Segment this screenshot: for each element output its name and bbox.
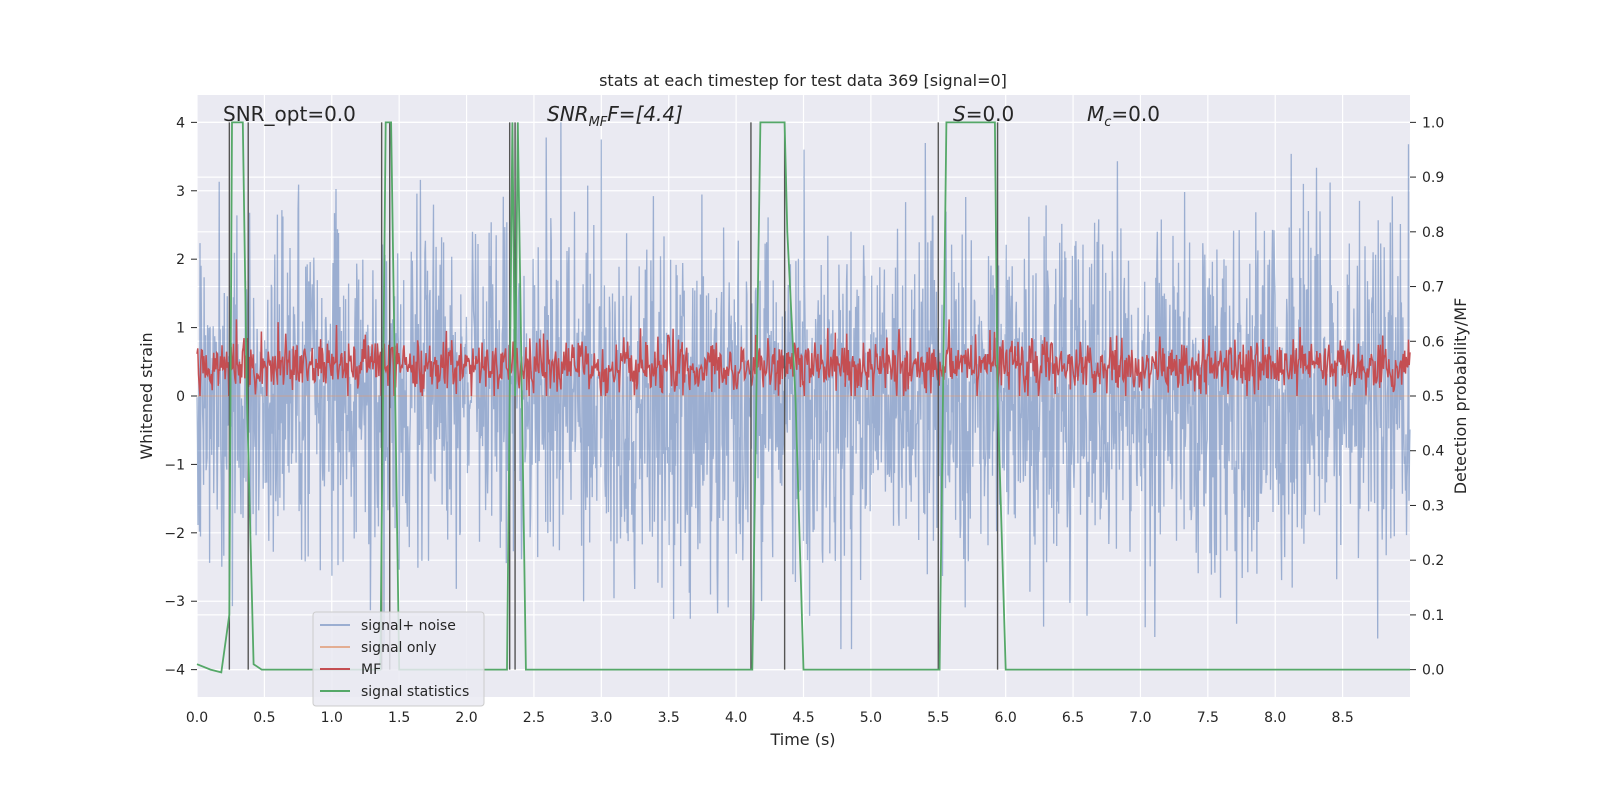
y-right-tick-label: 0.1	[1422, 608, 1444, 624]
y-right-axis-title: Detection probability/MF	[1451, 298, 1470, 495]
y-left-tick-label: −1	[164, 457, 185, 473]
y-right-tick-label: 0.0	[1422, 663, 1444, 679]
y-left-tick-label: 0	[176, 389, 185, 405]
x-tick-label: 2.5	[523, 710, 545, 726]
y-right-tick-label: 0.4	[1422, 444, 1444, 460]
legend-label-mf: MF	[361, 662, 381, 678]
chart-title: stats at each timestep for test data 369…	[599, 71, 1007, 90]
x-tick-label: 0.0	[186, 710, 208, 726]
y-right-tick-label: 0.7	[1422, 280, 1444, 296]
y-left-tick-label: 3	[176, 184, 185, 200]
y-left-tick-label: −2	[164, 526, 185, 542]
snr-opt-annotation: SNR_opt=0.0	[223, 102, 356, 126]
mc-rest: =0.0	[1111, 102, 1160, 126]
x-tick-label: 3.5	[658, 710, 680, 726]
snr-mf-rest: F=[4.4]	[607, 102, 683, 126]
legend: signal+ noise signal only MF signal stat…	[312, 611, 485, 707]
x-tick-label: 4.5	[792, 710, 814, 726]
x-tick-label: 1.0	[321, 710, 343, 726]
y-right-tick-labels: 0.0 0.1 0.2 0.3 0.4 0.5 0.6 0.7 0.8 0.9 1.0	[1410, 115, 1444, 679]
y-left-tick-label: 1	[176, 321, 185, 337]
y-right-tick-label: 0.8	[1422, 225, 1444, 241]
signal-noise-line	[196, 122, 1411, 650]
x-tick-label: 2.0	[455, 710, 477, 726]
snr-mf-annotation: SNRMFF=[4.4]	[547, 102, 683, 130]
x-tick-label: 0.5	[253, 710, 275, 726]
y-right-tick-label: 0.6	[1422, 334, 1444, 350]
signal-statistics-line	[196, 121, 1410, 674]
y-right-tick-label: 0.9	[1422, 170, 1444, 186]
x-tick-label: 8.5	[1331, 710, 1353, 726]
legend-label-noise: signal+ noise	[361, 618, 456, 634]
y-right-tick-label: 0.5	[1422, 389, 1444, 405]
x-axis-title: Time (s)	[769, 730, 835, 749]
x-tick-label: 1.5	[388, 710, 410, 726]
x-tick-label: 5.0	[860, 710, 882, 726]
y-left-tick-label: −3	[164, 594, 185, 610]
y-right-tick-label: 0.3	[1422, 498, 1444, 514]
legend-box	[312, 611, 485, 707]
x-tick-label: 7.0	[1129, 710, 1151, 726]
x-tick-label: 7.5	[1197, 710, 1219, 726]
x-tick-label: 3.0	[590, 710, 612, 726]
y-left-tick-label: 2	[176, 252, 185, 268]
x-tick-label: 5.5	[927, 710, 949, 726]
mc-main: M	[1087, 102, 1104, 126]
legend-label-signal-statistics: signal statistics	[361, 684, 469, 700]
s-main: S	[953, 102, 966, 126]
y-right-tick-label: 1.0	[1422, 115, 1444, 131]
mc-subscript: c	[1104, 115, 1111, 130]
x-tick-label: 6.5	[1062, 710, 1084, 726]
x-tick-label: 6.0	[995, 710, 1017, 726]
mc-annotation: Mc=0.0	[1087, 102, 1160, 130]
x-tick-label: 8.0	[1264, 710, 1286, 726]
y-left-tick-labels: −4 −3 −2 −1 0 1 2 3 4	[164, 115, 197, 679]
s-rest: =0.0	[966, 102, 1015, 126]
snr-mf-subscript: MF	[589, 115, 608, 130]
x-tick-labels: 0.0 0.5 1.0 1.5 2.0 2.5 3.0 3.5 4.0 4.5 5.0 5.5 6.0 6…	[186, 710, 1354, 726]
signal-noise-series	[196, 122, 1411, 650]
snr-mf-main: SNR	[547, 102, 589, 126]
mf-series	[196, 319, 1411, 397]
x-tick-label: 4.0	[725, 710, 747, 726]
signal-statistics-series	[196, 121, 1410, 674]
legend-label-signal-only: signal only	[361, 640, 436, 656]
y-right-tick-label: 0.2	[1422, 553, 1444, 569]
y-left-tick-label: −4	[164, 663, 185, 679]
y-left-tick-label: 4	[176, 115, 185, 131]
mf-line	[196, 319, 1411, 397]
y-left-axis-title: Whitened strain	[137, 332, 156, 459]
s-annotation: S=0.0	[953, 102, 1014, 126]
